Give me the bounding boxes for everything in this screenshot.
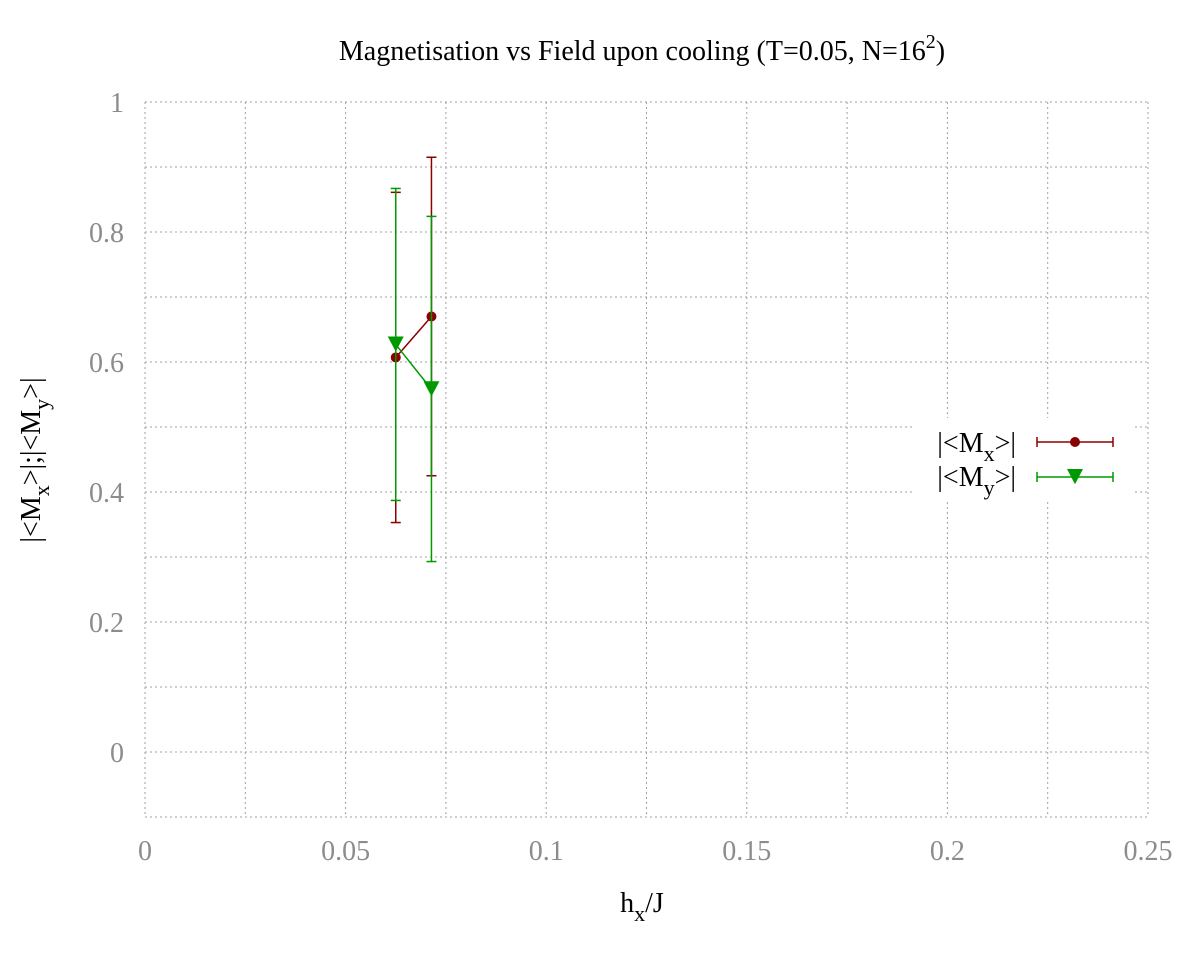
y-tick-label: 1 <box>110 88 124 119</box>
y-axis-label: |<Mx>|;|<My>| <box>16 377 54 542</box>
series-my <box>387 187 440 563</box>
legend-sample-marker <box>1067 469 1083 485</box>
y-axis-label-sub1: x <box>29 485 54 496</box>
x-tick-label: 0.1 <box>529 836 564 867</box>
y-tick-label: 0.8 <box>89 218 124 249</box>
chart-title-tail: ) <box>936 36 945 67</box>
y-axis-label-part2: >|;|<M <box>16 410 47 486</box>
legend-samples <box>1036 437 1114 485</box>
legend-label-mx-part2: >| <box>995 428 1016 459</box>
legend-label-my: |<My>| <box>937 462 1016 500</box>
y-tick-label: 0.2 <box>89 608 124 639</box>
legend-label-mx-part1: |<M <box>937 428 983 459</box>
legend-label-my-part2: >| <box>995 462 1016 493</box>
x-axis-ticks: 0 0.05 0.1 0.15 0.2 0.25 <box>138 836 1173 867</box>
y-tick-label: 0.6 <box>89 348 124 379</box>
legend-label-my-part1: |<M <box>937 462 983 493</box>
legend-label-mx-sub: x <box>984 441 995 466</box>
x-axis-label-tail: /J <box>645 888 664 919</box>
legend: |<Mx>| |<My>| <box>915 418 1135 500</box>
series-line <box>395 316 433 358</box>
chart-title-superscript: 2 <box>926 31 936 53</box>
y-axis-label-part3: >| <box>16 377 47 398</box>
y-tick-label: 0.4 <box>89 478 124 509</box>
x-tick-label: 0.25 <box>1124 836 1173 867</box>
x-tick-label: 0 <box>138 836 152 867</box>
x-tick-label: 0.05 <box>321 836 370 867</box>
x-axis-label-subscript: x <box>634 901 645 926</box>
legend-label-mx: |<Mx>| <box>937 428 1016 466</box>
x-axis-label: hx/J <box>620 888 664 926</box>
x-tick-label: 0.2 <box>930 836 965 867</box>
data-series <box>387 156 440 563</box>
x-axis-label-base: h <box>620 888 634 919</box>
data-point <box>423 381 440 397</box>
x-tick-label: 0.15 <box>722 836 771 867</box>
data-point <box>387 336 404 352</box>
y-axis-ticks: 0 0.2 0.4 0.6 0.8 1 <box>89 88 124 769</box>
grid <box>144 101 1149 818</box>
y-axis-label-sub2: y <box>29 399 54 410</box>
chart-title: Magnetisation vs Field upon cooling (T=0… <box>339 31 945 67</box>
legend-label-my-sub: y <box>984 475 995 500</box>
y-axis-label-part1: |<M <box>16 496 47 542</box>
legend-sample-marker <box>1070 437 1080 447</box>
chart-title-main: Magnetisation vs Field upon cooling (T=0… <box>339 36 926 67</box>
y-tick-label: 0 <box>110 738 124 769</box>
legend-background <box>915 418 1135 500</box>
